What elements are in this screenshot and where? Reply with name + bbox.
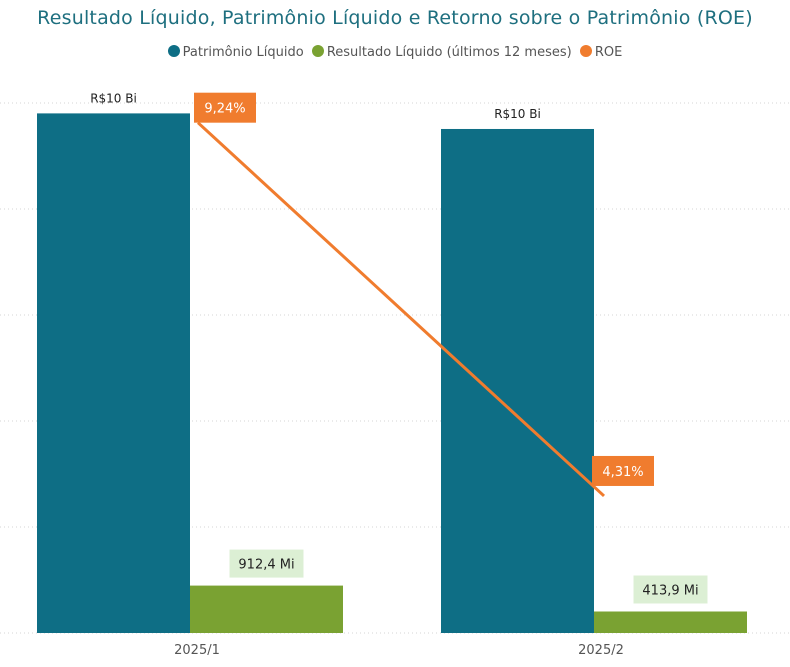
bar-resultado xyxy=(190,585,343,633)
legend-marker-roe xyxy=(579,45,592,57)
data-label-resultado: 912,4 Mi xyxy=(238,558,294,573)
chart-legend: Patrimônio Líquido Resultado Líquido (úl… xyxy=(0,45,790,60)
data-label-box-roe xyxy=(592,455,654,486)
legend-item-resultado[interactable]: Resultado Líquido (últimos 12 meses) xyxy=(311,45,572,60)
chart-title: Resultado Líquido, Patrimônio Líquido e … xyxy=(37,7,753,29)
legend-item-patrimonio[interactable]: Patrimônio Líquido xyxy=(167,45,304,60)
legend-marker-patrimonio xyxy=(167,45,180,57)
data-label-resultado: 413,9 Mi xyxy=(642,583,698,598)
bar-patrimonio xyxy=(37,113,190,634)
legend-label-resultado: Resultado Líquido (últimos 12 meses) xyxy=(326,45,572,60)
legend-item-roe[interactable]: ROE xyxy=(579,45,623,60)
legend-marker-resultado xyxy=(311,45,324,57)
roe-line xyxy=(196,121,606,498)
data-label-patrimonio: R$10 Bi xyxy=(90,91,137,105)
data-label-box-resultado xyxy=(229,549,304,578)
x-tick-label: 2025/1 xyxy=(174,643,220,658)
data-label-box-resultado xyxy=(633,575,708,604)
bar-resultado xyxy=(594,611,747,633)
data-label-roe: 4,31% xyxy=(602,465,643,480)
data-label-box-roe xyxy=(194,92,256,123)
legend-label-roe: ROE xyxy=(594,45,623,60)
data-label-roe: 9,24% xyxy=(204,102,245,117)
data-label-patrimonio: R$10 Bi xyxy=(494,107,541,121)
x-tick-label: 2025/2 xyxy=(578,643,624,658)
bar-patrimonio xyxy=(441,128,594,633)
legend-label-patrimonio: Patrimônio Líquido xyxy=(182,45,304,60)
